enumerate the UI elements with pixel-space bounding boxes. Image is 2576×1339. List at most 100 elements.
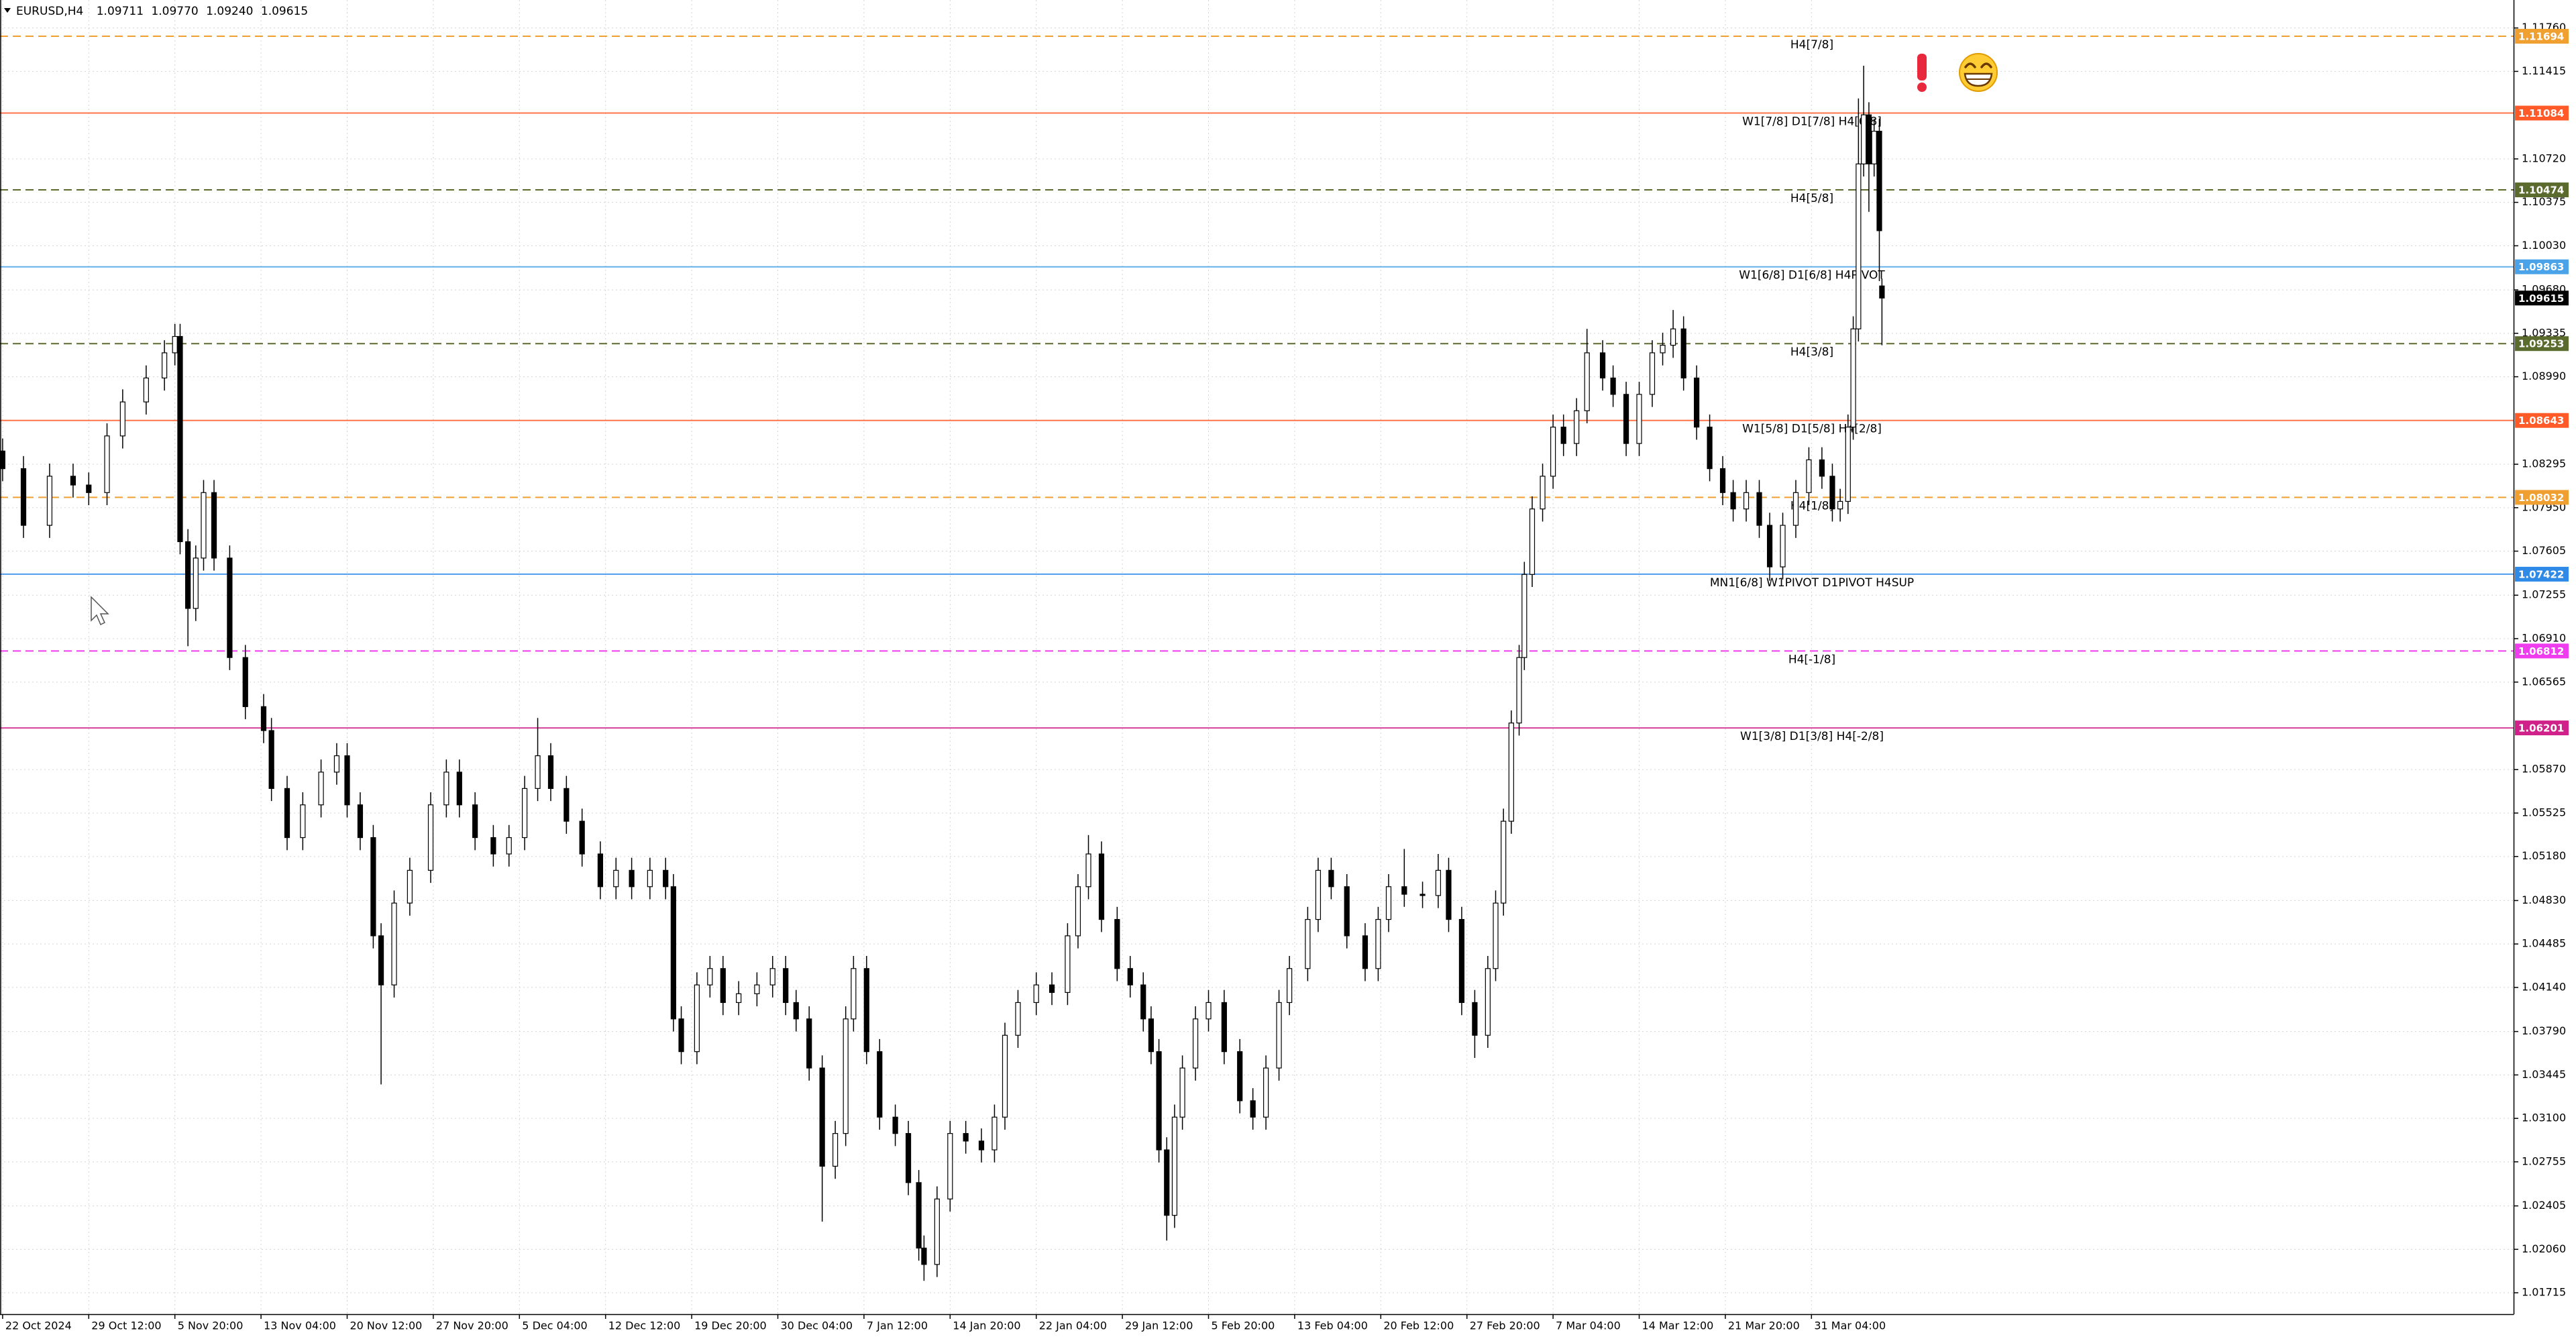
candle-body [162,352,168,379]
y-tick-label: 1.04485 [2522,937,2566,950]
candle-body [1472,1002,1478,1036]
candle-body [1501,820,1507,904]
x-tick-label: 13 Nov 04:00 [264,1320,336,1332]
y-tick-label: 1.07255 [2522,588,2566,601]
x-tick-label: 22 Oct 2024 [5,1320,72,1332]
candle-body [1743,492,1750,510]
candle-body [1780,525,1786,568]
candle-body [456,771,462,806]
candle-body [1876,130,1882,231]
candle-body [1550,427,1556,477]
candle-body [1085,853,1091,888]
candle-body [793,1002,799,1020]
price-tag [2515,566,2569,582]
candle-body [1221,1002,1227,1053]
level-label: H4[3/8] [1790,345,1833,359]
x-tick-label: 7 Mar 04:00 [1556,1320,1621,1332]
candle-body [991,1116,998,1150]
candle-body [1636,394,1642,444]
y-tick-label: 1.02755 [2522,1155,2566,1167]
candle-body [86,484,92,493]
candle-body [1263,1067,1269,1118]
candle-body [172,335,178,354]
y-tick-label: 1.05525 [2522,806,2566,818]
candle-body [877,1051,883,1118]
candle-body [1516,657,1522,724]
price-tags: 1.11694 1.11084 1.10474 1.09863 1.09253 1.086… [2515,29,2569,736]
candle-body [613,869,619,888]
price-tag-label: 1.10474 [2518,184,2564,197]
candle-body [1344,886,1350,936]
candle-body [1075,886,1081,936]
candle-body [1435,869,1442,896]
candle-body [1179,1067,1185,1118]
candle-body [1660,345,1666,354]
candle-body [783,968,789,1004]
candle-body [300,804,306,839]
candle-body [1871,130,1877,164]
candle-body [1493,902,1499,969]
candle-body [1792,492,1799,526]
price-tag [2515,490,2569,505]
x-tick-label: 31 Mar 04:00 [1814,1320,1886,1332]
candle-body [185,541,191,609]
y-tick-label: 1.07605 [2522,544,2566,557]
low-label: 1.09240 [206,5,253,18]
candle-body [227,557,233,658]
symbol: EURUSD,H4 [16,5,83,18]
x-tick-label: 30 Dec 04:00 [781,1320,853,1332]
candle-body [833,1133,839,1167]
price-tag-label: 1.07422 [2518,568,2564,580]
candle-body [119,401,125,437]
candle-body [1861,114,1867,164]
candle-body [1806,459,1812,493]
x-tick-label: 14 Mar 12:00 [1642,1320,1714,1332]
levels: H4[7/8] W1[7/8] D1[7/8] H4[6/8] H4[5/8] W1[… [0,36,2514,743]
candle-body [1837,500,1843,510]
candle-body [1540,476,1546,510]
candle-body [506,837,512,855]
candle-body [629,869,635,888]
candle-body [46,476,53,526]
candle-body [1002,1034,1008,1118]
current-price-tag [2515,290,2569,306]
candle-body [242,657,248,707]
x-tick-label: 27 Nov 20:00 [436,1320,508,1332]
candle-body [1670,328,1676,346]
menu-arrow [4,8,11,13]
price-tag [2515,720,2569,736]
candle-body [378,935,384,985]
candle-body [707,968,713,985]
x-tick-label: 29 Jan 12:00 [1125,1320,1193,1332]
y-tick-label: 1.11415 [2522,64,2566,77]
candle-body [1719,468,1726,493]
price-tag-label: 1.09863 [2518,261,2564,273]
y-tick-label: 1.05180 [2522,849,2566,862]
candle-body [843,1018,849,1134]
candle-body [1599,352,1606,379]
candle-body [1237,1051,1243,1102]
candle-body [720,968,726,1004]
candle-body [905,1133,912,1183]
candle-body [1766,525,1773,568]
candle-body [1385,886,1392,920]
y-tick-label: 1.06910 [2522,632,2566,645]
x-tick-label: 20 Nov 12:00 [350,1320,422,1332]
candle-body [1315,869,1322,920]
candle-body [1707,427,1713,470]
grid [0,0,2514,1314]
candle-body [1033,984,1039,1004]
x-tick-label: 12 Dec 12:00 [608,1320,681,1332]
price-tag [2515,259,2569,274]
candle-body [70,476,76,486]
candle-body [20,468,27,526]
candle-body [318,771,324,806]
candle-body [1610,377,1616,395]
candle-body [177,335,183,543]
price-tag-label: 1.09253 [2518,338,2564,350]
candle-body [564,788,570,822]
x-tick-label: 13 Feb 04:00 [1297,1320,1368,1332]
candle-body [670,886,676,1020]
candle-body [978,1140,985,1150]
